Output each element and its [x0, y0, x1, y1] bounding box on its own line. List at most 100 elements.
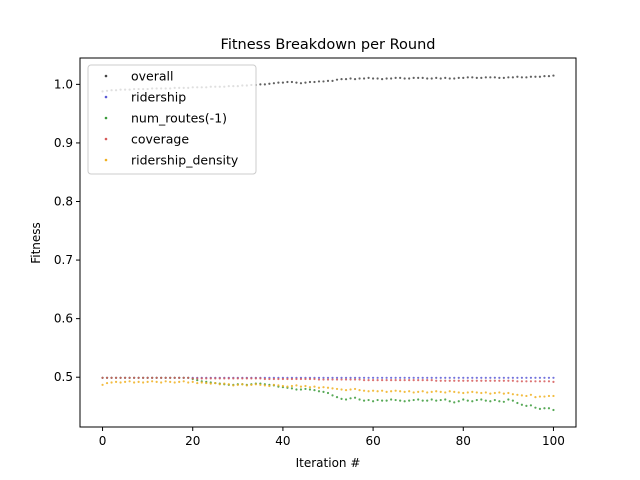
- data-point: [205, 381, 208, 385]
- data-point: [182, 376, 185, 379]
- data-point: [471, 379, 474, 382]
- data-point: [344, 398, 348, 401]
- legend-label: ridership: [131, 90, 186, 105]
- data-point: [466, 379, 469, 382]
- data-point: [160, 381, 163, 384]
- data-point: [367, 376, 370, 379]
- data-point: [304, 81, 307, 84]
- data-point: [529, 404, 533, 407]
- data-point: [484, 391, 487, 394]
- data-point: [417, 76, 420, 80]
- data-point: [493, 391, 496, 395]
- data-point: [376, 77, 379, 80]
- data-point: [390, 398, 393, 401]
- data-point: [286, 80, 289, 84]
- data-point: [484, 399, 487, 402]
- data-point: [444, 398, 447, 401]
- legend-marker: [104, 95, 108, 99]
- data-point: [358, 398, 361, 401]
- data-point: [552, 394, 555, 398]
- data-point: [394, 389, 397, 392]
- y-tick-label: 0.9: [54, 136, 73, 150]
- data-point: [232, 377, 235, 380]
- data-point: [326, 376, 330, 379]
- data-point: [331, 79, 334, 82]
- data-point: [498, 376, 501, 379]
- data-point: [385, 399, 388, 402]
- data-point: [435, 379, 438, 382]
- data-point: [209, 382, 212, 385]
- data-point: [187, 381, 190, 384]
- data-point: [146, 376, 149, 379]
- data-point: [408, 376, 411, 379]
- data-point: [227, 383, 230, 386]
- data-point: [299, 385, 303, 388]
- data-point: [281, 384, 285, 388]
- data-point: [164, 376, 167, 379]
- data-point: [362, 389, 366, 392]
- data-point: [308, 386, 312, 389]
- data-point: [340, 376, 343, 379]
- data-point: [137, 380, 140, 383]
- y-tick-label: 0.5: [54, 370, 73, 384]
- data-point: [105, 381, 109, 385]
- data-point: [529, 380, 533, 383]
- legend-label: coverage: [131, 132, 189, 147]
- data-point: [408, 390, 411, 393]
- data-point: [475, 379, 478, 382]
- chart-title: Fitness Breakdown per Round: [221, 37, 436, 53]
- data-point: [525, 376, 528, 379]
- data-point: [381, 389, 384, 392]
- data-point: [340, 388, 343, 391]
- data-point: [371, 77, 375, 80]
- data-point: [426, 391, 429, 394]
- data-point: [543, 380, 546, 383]
- y-axis: 0.5 0.6 0.7 0.8 0.9 1.0: [54, 77, 80, 384]
- data-point: [466, 399, 469, 402]
- data-point: [547, 407, 551, 410]
- data-point: [200, 377, 203, 380]
- data-point: [516, 380, 519, 383]
- data-point: [462, 76, 465, 80]
- data-point: [399, 399, 402, 402]
- data-point: [507, 379, 510, 382]
- data-point: [290, 384, 294, 388]
- data-point: [376, 376, 379, 379]
- data-point: [236, 383, 239, 386]
- data-point: [353, 376, 357, 379]
- data-point: [435, 76, 438, 80]
- data-point: [290, 377, 294, 381]
- data-point: [367, 398, 370, 402]
- data-point: [475, 398, 478, 402]
- data-point: [390, 379, 393, 382]
- data-point: [313, 377, 316, 381]
- x-tick-label: 80: [456, 434, 471, 448]
- data-point: [448, 379, 451, 382]
- data-point: [286, 385, 289, 388]
- data-point: [502, 376, 505, 379]
- data-point: [507, 398, 510, 401]
- data-point: [412, 398, 415, 402]
- data-point: [457, 379, 460, 382]
- data-point: [525, 404, 528, 408]
- data-point: [489, 76, 492, 79]
- data-point: [272, 377, 275, 381]
- data-point: [525, 76, 528, 79]
- legend-label: overall: [131, 69, 173, 84]
- data-point: [520, 76, 523, 79]
- data-point: [381, 379, 384, 382]
- data-point: [101, 383, 104, 386]
- data-point: [543, 407, 546, 410]
- data-point: [534, 396, 537, 399]
- data-point: [471, 400, 474, 403]
- data-point: [547, 380, 551, 383]
- data-point: [362, 399, 366, 402]
- data-point: [331, 376, 334, 379]
- data-point: [128, 376, 131, 379]
- data-point: [426, 376, 429, 379]
- data-point: [520, 394, 523, 397]
- data-point: [453, 77, 456, 80]
- data-point: [511, 379, 514, 382]
- data-point: [529, 376, 533, 379]
- data-point: [385, 379, 388, 382]
